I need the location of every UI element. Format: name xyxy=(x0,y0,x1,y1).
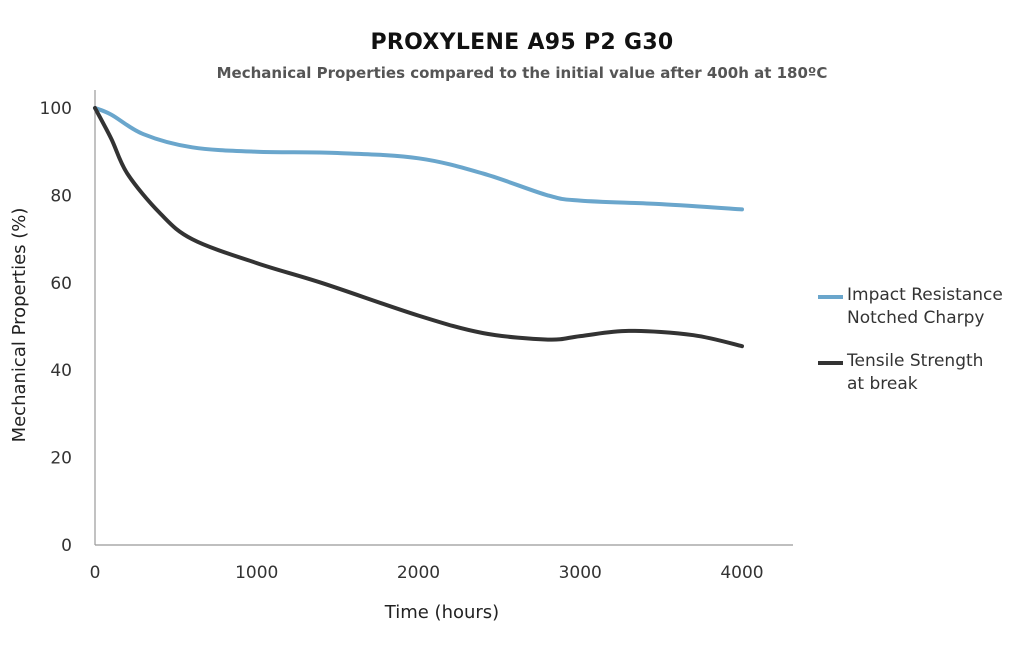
x-tick-label: 3000 xyxy=(559,563,602,583)
legend-label-1: Impact Resistance xyxy=(847,285,1003,305)
x-tick-label: 1000 xyxy=(235,563,278,583)
chart-title: PROXYLENE A95 P2 G30 xyxy=(370,30,674,55)
y-tick-label: 100 xyxy=(40,99,72,119)
series-line-1 xyxy=(93,106,744,212)
legend-label-1: Notched Charpy xyxy=(847,308,984,328)
chart-subtitle: Mechanical Properties compared to the in… xyxy=(216,64,828,82)
y-tick-label: 40 xyxy=(50,361,72,381)
x-tick-label: 0 xyxy=(90,563,101,583)
legend-label-2: at break xyxy=(847,374,918,394)
y-tick-label: 80 xyxy=(50,186,72,206)
legend: Impact Resistance Notched Charpy Tensile S… xyxy=(818,285,1003,394)
tick-labels: 0 1000 2000 3000 4000 0 20 40 60 80 100 xyxy=(40,99,764,583)
y-tick-label: 20 xyxy=(50,449,72,469)
y-tick-label: 60 xyxy=(50,274,72,294)
axes xyxy=(94,90,793,546)
y-tick-label: 0 xyxy=(61,536,72,556)
series-line-2 xyxy=(93,106,744,349)
x-axis-label: Time (hours) xyxy=(384,602,499,623)
y-axis-label: Mechanical Properties (%) xyxy=(9,208,30,443)
x-tick-label: 2000 xyxy=(397,563,440,583)
legend-label-2: Tensile Strength xyxy=(846,351,983,371)
x-tick-label: 4000 xyxy=(720,563,763,583)
series-lines xyxy=(93,106,744,349)
